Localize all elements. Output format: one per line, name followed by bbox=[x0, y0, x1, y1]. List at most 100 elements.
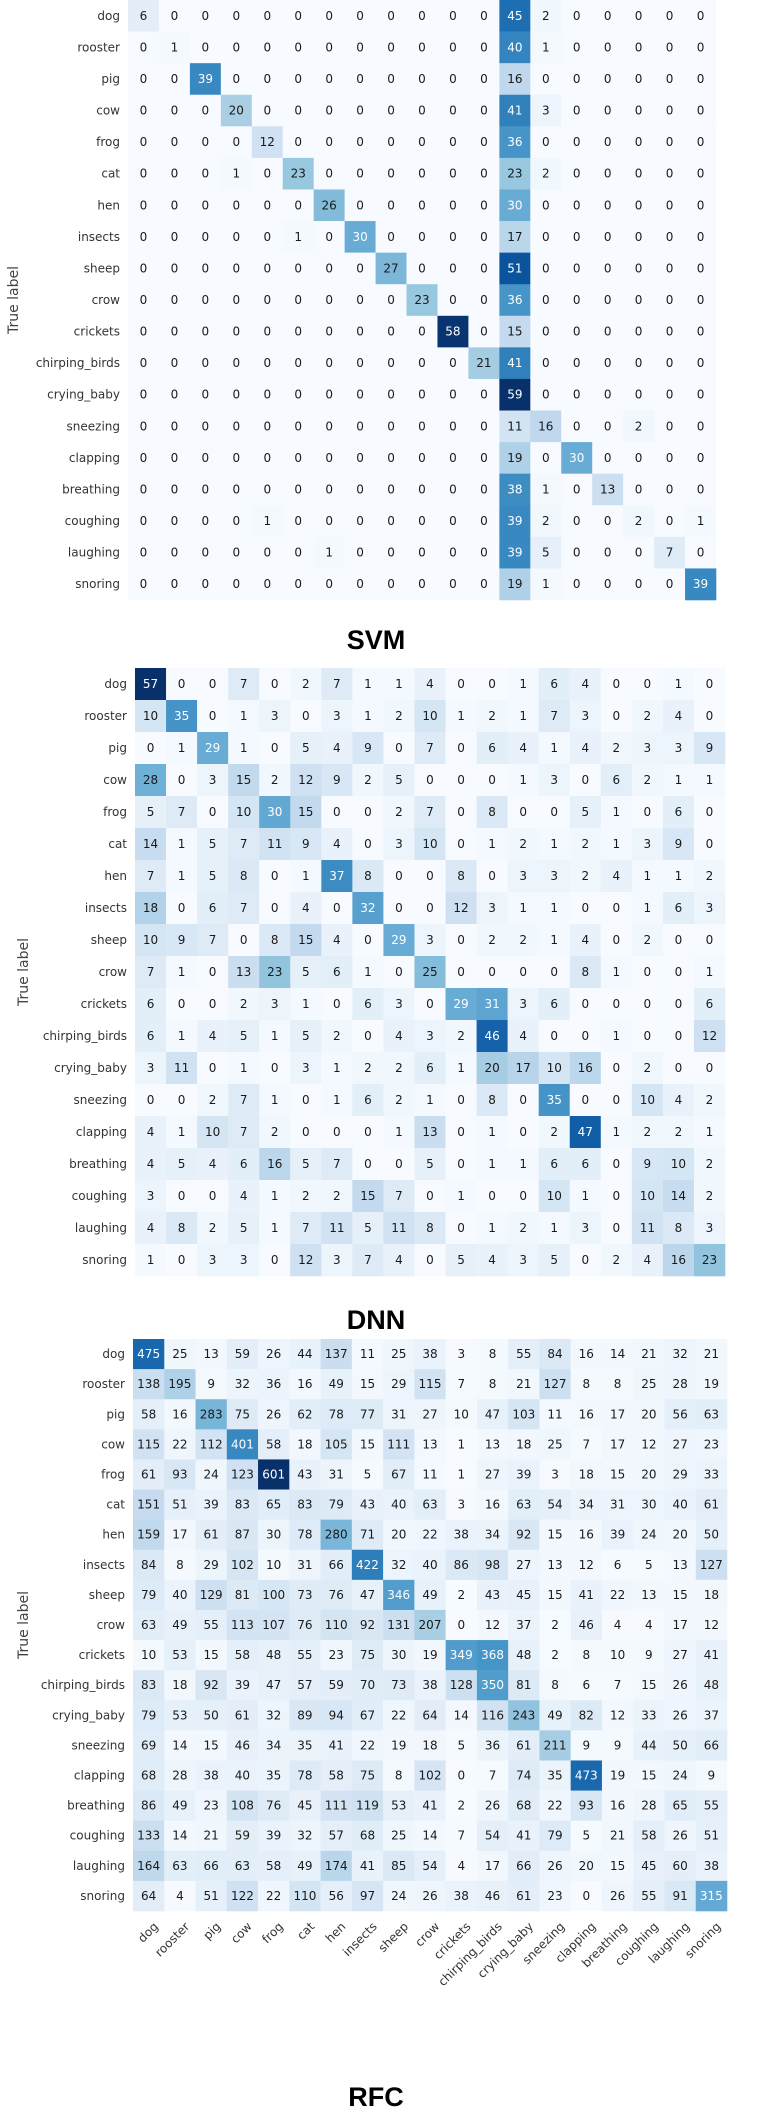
heatmap-cell bbox=[507, 828, 539, 861]
heatmap-cell bbox=[251, 284, 284, 317]
heatmap-cell bbox=[189, 189, 222, 222]
heatmap-cell bbox=[195, 1429, 228, 1460]
heatmap-cell bbox=[166, 924, 198, 957]
cell-value: 57 bbox=[143, 677, 158, 691]
heatmap-cell bbox=[375, 378, 407, 411]
cell-value: 0 bbox=[581, 997, 589, 1011]
cell-value: 69 bbox=[141, 1738, 156, 1752]
cell-value: 0 bbox=[573, 167, 581, 181]
heatmap-cell bbox=[437, 0, 469, 32]
heatmap-cell bbox=[476, 1339, 509, 1370]
cell-value: 1 bbox=[333, 1093, 341, 1107]
heatmap-cell bbox=[570, 1339, 603, 1370]
heatmap-cell bbox=[166, 1244, 198, 1277]
heatmap-cell bbox=[538, 796, 571, 829]
heatmap-cell bbox=[601, 1339, 634, 1370]
heatmap-cell bbox=[508, 1640, 540, 1671]
heatmap-cell bbox=[135, 1212, 167, 1245]
heatmap-cell bbox=[258, 1609, 290, 1641]
heatmap-cell bbox=[251, 252, 284, 285]
cell-value: 46 bbox=[484, 1029, 499, 1043]
cell-value: 7 bbox=[240, 1093, 248, 1107]
heatmap-cell bbox=[289, 1369, 321, 1400]
cell-value: 151 bbox=[137, 1498, 160, 1512]
heatmap-cell bbox=[226, 1459, 259, 1490]
y-tick-label: laughing bbox=[73, 1859, 125, 1873]
cell-value: 0 bbox=[294, 451, 302, 465]
cell-value: 0 bbox=[480, 546, 488, 560]
cell-value: 84 bbox=[141, 1558, 156, 1572]
cell-value: 0 bbox=[457, 741, 465, 755]
panel-svm: 6 0 0 0 0 0 0 0 0 0 0 0 45 2 0 0 0 0 00 1 0 0 0 0 0 0 0 0 0 0 40 1 0 0 0 0 0… bbox=[6, 0, 717, 655]
heatmap-cell bbox=[195, 1640, 228, 1671]
heatmap-cell bbox=[166, 860, 198, 893]
cell-value: 1 bbox=[488, 1125, 496, 1139]
heatmap-cell bbox=[685, 284, 717, 317]
heatmap-cell bbox=[476, 1369, 509, 1400]
cell-value: 113 bbox=[231, 1618, 254, 1632]
heatmap-cell bbox=[499, 568, 531, 601]
heatmap-cell bbox=[251, 63, 284, 96]
heatmap-cell bbox=[530, 189, 562, 222]
heatmap-cell bbox=[662, 956, 695, 989]
heatmap-cell bbox=[164, 1489, 196, 1520]
y-tick-label: laughing bbox=[75, 1221, 127, 1235]
heatmap-cell bbox=[228, 988, 260, 1021]
cell-value: 0 bbox=[271, 901, 279, 915]
heatmap-cell bbox=[251, 442, 284, 474]
cell-value: 0 bbox=[395, 1157, 403, 1171]
heatmap-cell bbox=[289, 1820, 321, 1852]
heatmap-cell bbox=[375, 221, 407, 253]
heatmap-cell bbox=[313, 94, 345, 127]
heatmap-cell bbox=[158, 347, 191, 380]
cell-value: 0 bbox=[387, 451, 395, 465]
heatmap-cell bbox=[414, 1609, 446, 1641]
cell-value: 119 bbox=[356, 1799, 379, 1813]
heatmap-cell bbox=[313, 189, 345, 222]
heatmap-cell bbox=[258, 1880, 290, 1912]
heatmap-cell bbox=[569, 700, 602, 733]
cell-value: 55 bbox=[641, 1889, 656, 1903]
cell-value: 0 bbox=[333, 997, 341, 1011]
cell-value: 0 bbox=[573, 356, 581, 370]
cell-value: 0 bbox=[178, 677, 186, 691]
cell-value: 5 bbox=[364, 1221, 372, 1235]
cell-value: 0 bbox=[364, 837, 372, 851]
cell-value: 0 bbox=[202, 104, 210, 118]
heatmap-cell bbox=[662, 860, 695, 893]
heatmap-cell bbox=[445, 1399, 478, 1430]
heatmap-cell bbox=[623, 157, 655, 190]
heatmap-cell bbox=[539, 1760, 571, 1791]
heatmap-cell bbox=[508, 1549, 540, 1581]
heatmap-cell bbox=[499, 126, 531, 159]
heatmap-cell bbox=[321, 1148, 353, 1181]
heatmap-cell bbox=[164, 1549, 196, 1581]
cell-value: 1 bbox=[271, 1029, 279, 1043]
cell-value: 0 bbox=[387, 135, 395, 149]
cell-value: 0 bbox=[675, 997, 683, 1011]
heatmap-cell bbox=[226, 1730, 259, 1761]
cell-value: 0 bbox=[697, 135, 705, 149]
cell-value: 23 bbox=[702, 1253, 717, 1267]
cell-value: 43 bbox=[360, 1498, 375, 1512]
cell-value: 0 bbox=[333, 1125, 341, 1139]
heatmap-cell bbox=[220, 94, 253, 127]
y-axis-label: True label bbox=[16, 1591, 32, 1660]
heatmap-cell bbox=[414, 668, 446, 701]
x-tick-label: rooster bbox=[152, 1919, 192, 1959]
cell-value: 0 bbox=[697, 388, 705, 402]
heatmap-cell bbox=[164, 1579, 196, 1611]
heatmap-cell bbox=[133, 1339, 165, 1370]
cell-value: 8 bbox=[395, 1769, 403, 1783]
heatmap-cell bbox=[499, 505, 531, 538]
y-tick-label: sheep bbox=[89, 1588, 125, 1602]
cell-value: 78 bbox=[329, 1407, 344, 1421]
x-tick-label: hen bbox=[323, 1919, 349, 1945]
heatmap-cell bbox=[352, 1244, 384, 1277]
heatmap-cell bbox=[414, 1579, 446, 1611]
heatmap-cell bbox=[352, 1148, 384, 1181]
heatmap-cell bbox=[352, 732, 384, 765]
cell-value: 0 bbox=[519, 1125, 527, 1139]
cell-value: 0 bbox=[232, 72, 240, 86]
cell-value: 4 bbox=[645, 1618, 653, 1632]
